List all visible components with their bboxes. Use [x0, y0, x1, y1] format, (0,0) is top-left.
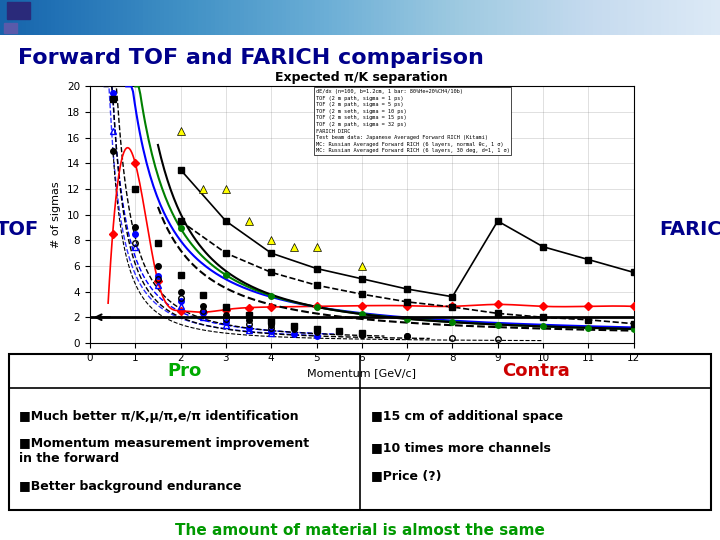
Text: ■Momentum measurement improvement
in the forward: ■Momentum measurement improvement in the…: [19, 437, 310, 465]
Bar: [7, 2, 30, 19]
Text: ■Price (?): ■Price (?): [371, 469, 441, 482]
Text: ■10 times more channels: ■10 times more channels: [371, 441, 550, 454]
Bar: [4, 23, 17, 33]
X-axis label: Momentum [GeV/c]: Momentum [GeV/c]: [307, 368, 416, 378]
Text: Pro: Pro: [167, 362, 202, 380]
Text: The amount of material is almost the same: The amount of material is almost the sam…: [175, 523, 545, 538]
Text: ■15 cm of additional space: ■15 cm of additional space: [371, 410, 562, 423]
Text: ■Better background endurance: ■Better background endurance: [19, 480, 242, 494]
Text: dE/dx (n=100, b=1.2cm, 1 bar: 80%He+20%CH4/10b)
TOF (2 m path, sigma = 1 ps)
TOF: dE/dx (n=100, b=1.2cm, 1 bar: 80%He+20%C…: [315, 89, 509, 153]
Title: Expected π/K separation: Expected π/K separation: [276, 71, 448, 84]
Text: TOF: TOF: [0, 220, 40, 239]
Text: Contra: Contra: [502, 362, 570, 380]
Y-axis label: # of sigmas: # of sigmas: [51, 181, 61, 248]
Text: FARICH: FARICH: [659, 220, 720, 239]
Text: Forward TOF and FARICH comparison: Forward TOF and FARICH comparison: [18, 48, 484, 68]
Text: ■Much better π/K,μ/π,e/π identification: ■Much better π/K,μ/π,e/π identification: [19, 410, 299, 423]
